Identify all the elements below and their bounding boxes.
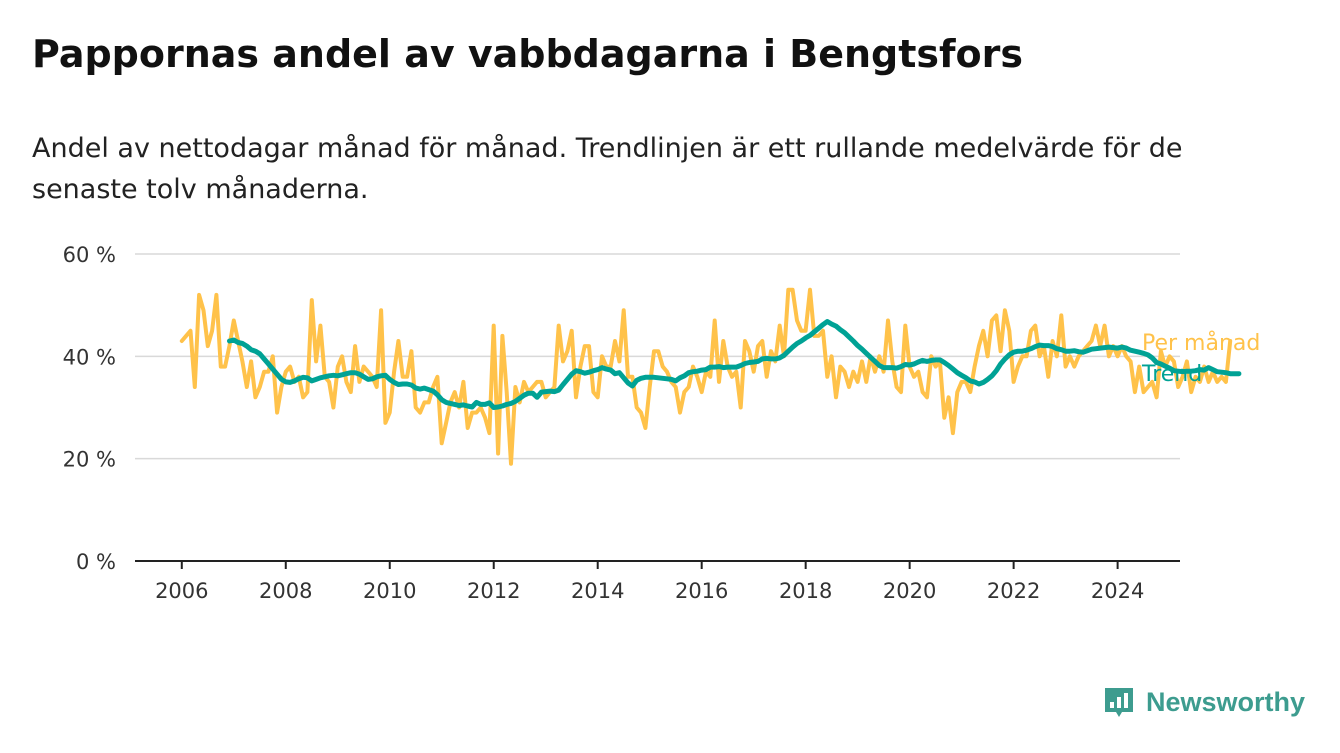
x-tick-label-2020: 2020 <box>883 579 936 603</box>
brand-name: Newsworthy <box>1146 686 1306 717</box>
x-tick-label-2024: 2024 <box>1091 579 1144 603</box>
series-label-per-manad: Per månad <box>1142 330 1260 356</box>
chart-title: Pappornas andel av vabbdagarna i Bengtsf… <box>32 32 1024 76</box>
y-tick-label-40: 40 % <box>63 345 116 369</box>
chart-subtitle: Andel av nettodagar månad för månad. Tre… <box>32 133 1183 205</box>
y-tick-label-20: 20 % <box>63 448 116 472</box>
y-tick-label-0: 0 % <box>76 550 116 574</box>
x-tick-label-2008: 2008 <box>259 579 312 603</box>
series-labels: Per månad Trend <box>1141 330 1260 387</box>
series-line-trend <box>227 319 1242 410</box>
x-tick-label-2014: 2014 <box>571 579 624 603</box>
x-tick-label-2018: 2018 <box>779 579 832 603</box>
x-tick-label-2006: 2006 <box>155 579 208 603</box>
y-tick-labels: 0 % 20 % 40 % 60 % <box>63 243 116 574</box>
x-tick-label-2022: 2022 <box>987 579 1040 603</box>
x-tick-label-2012: 2012 <box>467 579 520 603</box>
y-tick-label-60: 60 % <box>63 243 116 267</box>
series-lines <box>179 287 1242 466</box>
series-label-trend: Trend <box>1141 362 1202 387</box>
x-tick-label-2010: 2010 <box>363 579 416 603</box>
grid-lines <box>135 253 1180 562</box>
x-tick-label-2016: 2016 <box>675 579 728 603</box>
x-tick-labels: 2006 2008 2010 2012 2014 2016 2018 2020 2022 2024 <box>155 561 1144 603</box>
newsworthy-logo: Newsworthy <box>1102 682 1305 722</box>
bar-chart-logo-icon <box>1105 688 1133 717</box>
